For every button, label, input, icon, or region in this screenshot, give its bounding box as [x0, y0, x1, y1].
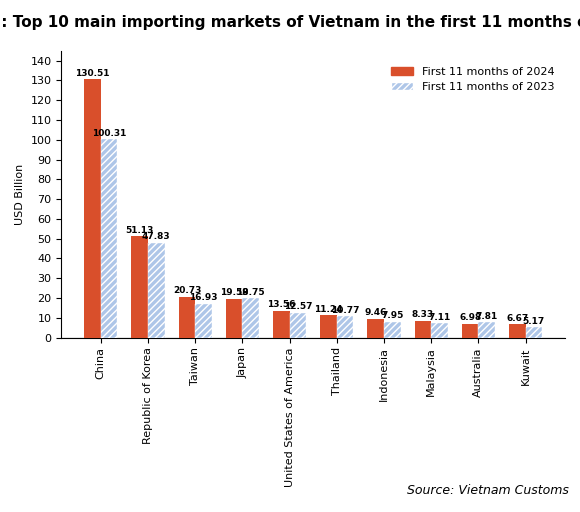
Bar	[368, 319, 384, 337]
Bar	[509, 324, 525, 337]
Bar	[431, 324, 448, 337]
Bar	[289, 313, 306, 337]
Text: 47.83: 47.83	[142, 232, 171, 241]
Bar	[179, 296, 195, 337]
Text: 7.11: 7.11	[428, 313, 451, 322]
Bar	[132, 237, 148, 337]
Text: Source: Vietnam Customs: Source: Vietnam Customs	[407, 484, 568, 497]
Y-axis label: USD Billion: USD Billion	[15, 163, 25, 225]
Text: 16.93: 16.93	[189, 293, 218, 303]
Text: 9.46: 9.46	[365, 308, 387, 317]
Text: 19.75: 19.75	[237, 288, 265, 297]
Text: 6.67: 6.67	[506, 314, 528, 323]
Text: 6.98: 6.98	[459, 313, 481, 322]
Bar	[101, 139, 117, 337]
Text: 13.56: 13.56	[267, 300, 296, 309]
Bar	[478, 322, 495, 337]
Bar	[242, 298, 259, 337]
Text: 11.24: 11.24	[314, 305, 343, 314]
Bar	[195, 304, 212, 337]
Bar	[337, 316, 353, 337]
Bar	[226, 299, 242, 337]
Text: 7.95: 7.95	[381, 311, 404, 320]
Bar	[462, 324, 478, 337]
Bar	[273, 311, 289, 337]
Bar	[384, 322, 401, 337]
Text: 130.51: 130.51	[75, 69, 110, 78]
Text: 19.58: 19.58	[220, 288, 248, 297]
Legend: First 11 months of 2024, First 11 months of 2023: First 11 months of 2024, First 11 months…	[387, 62, 560, 97]
Bar	[525, 327, 542, 337]
Text: 12.57: 12.57	[284, 302, 312, 311]
Bar	[320, 315, 337, 337]
Text: 10.77: 10.77	[331, 306, 359, 315]
Text: 51.13: 51.13	[125, 226, 154, 235]
Text: 20.73: 20.73	[173, 286, 201, 295]
Text: 100.31: 100.31	[92, 129, 126, 138]
Text: 8.33: 8.33	[412, 310, 434, 319]
Bar	[84, 79, 101, 337]
Text: 5.17: 5.17	[523, 317, 545, 326]
Bar	[148, 243, 165, 337]
Text: 7.81: 7.81	[476, 311, 498, 321]
Text: Chart 2: Top 10 main importing markets of Vietnam in the first 11 months of 2024: Chart 2: Top 10 main importing markets o…	[0, 15, 580, 30]
Bar	[415, 321, 431, 337]
